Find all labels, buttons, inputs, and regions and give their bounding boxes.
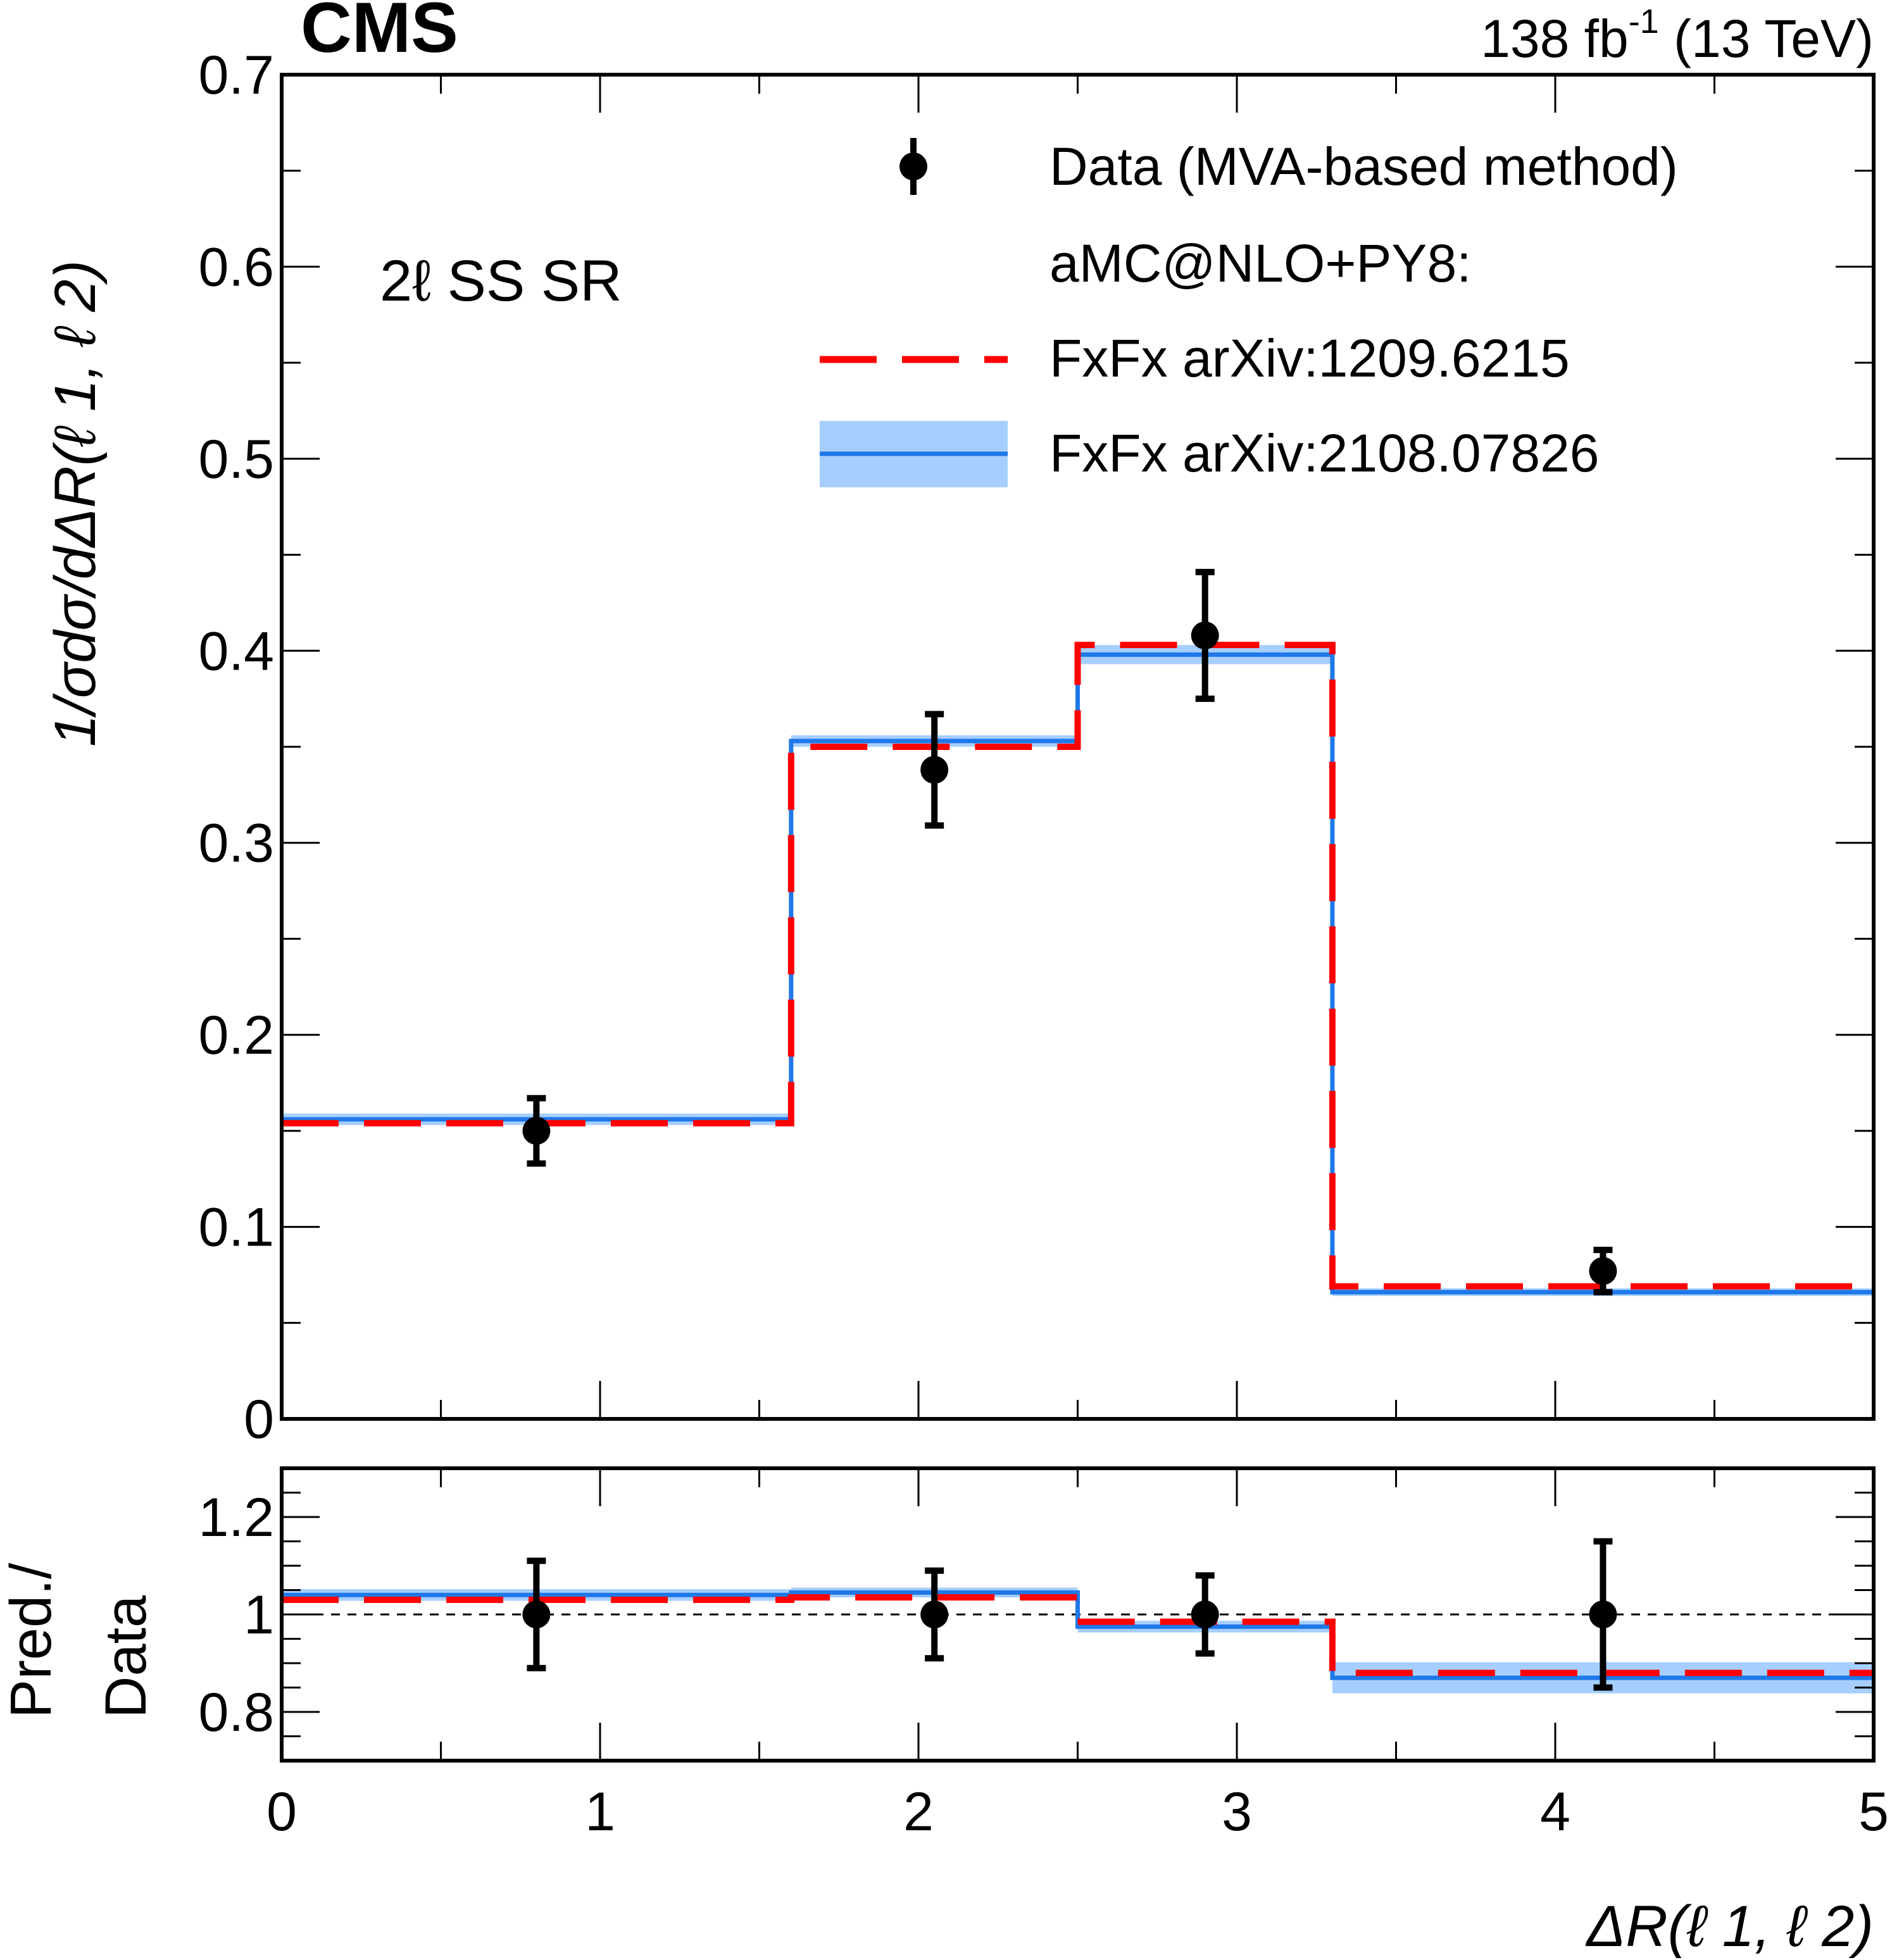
main-y-tick-label: 0.1 <box>198 1197 274 1258</box>
luminosity-label: 138 fb-1 (13 TeV) <box>1481 3 1874 68</box>
main-series-red-dashed <box>282 642 1874 1290</box>
main-lines <box>282 642 1874 1295</box>
main-data-point-2 <box>1191 621 1219 650</box>
ratio-series-red-dashed <box>282 1594 1874 1676</box>
main-data-points <box>522 568 1617 1295</box>
luminosity-energy: (13 TeV) <box>1659 9 1874 68</box>
x-tick-label: 3 <box>1222 1782 1252 1842</box>
experiment-label: CMS <box>301 0 458 67</box>
x-tick-label: 1 <box>585 1782 615 1842</box>
main-data-point-1 <box>920 756 949 784</box>
main-y-tick-label: 0.5 <box>198 429 274 490</box>
main-data-point-3 <box>1589 1257 1617 1285</box>
main-y-tick-label: 0.2 <box>198 1005 274 1066</box>
main-series-blue-solid <box>282 652 1874 1295</box>
x-tick-label: 0 <box>266 1782 297 1842</box>
ratio-data-point-3 <box>1589 1601 1617 1628</box>
legend-entry-b-label: FxFx arXiv:2108.07826 <box>1049 423 1599 483</box>
main-data-point-0 <box>522 1116 551 1145</box>
main-y-tick-label: 0 <box>244 1389 274 1450</box>
main-y-tick-label: 0.3 <box>198 813 274 874</box>
region-label: 2ℓ SS SR <box>380 249 622 313</box>
luminosity-base: 138 fb <box>1481 9 1629 68</box>
main-y-tick-label: 0.6 <box>198 237 274 297</box>
x-tick-label: 4 <box>1540 1782 1570 1842</box>
x-tick-label: 5 <box>1858 1782 1889 1842</box>
legend-data-marker <box>899 153 927 180</box>
ratio-y-tick-label: 1 <box>244 1585 274 1645</box>
ratio-data-point-0 <box>522 1601 551 1628</box>
legend-group-label: aMC@NLO+PY8: <box>1049 234 1472 293</box>
legend-data-label: Data (MVA-based method) <box>1049 137 1678 196</box>
ratio-y-axis-title-line1: Pred./ <box>0 1563 63 1718</box>
ratio-y-tick-label: 1.2 <box>198 1487 274 1548</box>
main-y-tick-label: 0.7 <box>198 45 274 106</box>
main-y-axis-title: 1/σdσ/dΔR(ℓ 1, ℓ 2) <box>43 260 108 747</box>
ratio-y-axis-title-line2: Data <box>94 1595 158 1718</box>
ratio-data-points <box>522 1538 1617 1691</box>
main-y-tick-label: 0.4 <box>198 621 274 682</box>
x-axis-title: ΔR(ℓ 1, ℓ 2) <box>1586 1894 1874 1959</box>
luminosity-exponent: -1 <box>1629 3 1659 41</box>
axes: 0 0.1 0.2 0.3 0.4 0.5 0.6 0.7 0.8 1 1.2 0 1 2 3 4 5 <box>198 45 1888 1842</box>
ratio-data-point-1 <box>920 1601 949 1628</box>
ratio-y-tick-label: 0.8 <box>198 1682 274 1743</box>
x-tick-label: 2 <box>903 1782 934 1842</box>
ratio-data-point-2 <box>1191 1601 1219 1628</box>
legend: Data (MVA-based method) aMC@NLO+PY8: FxF… <box>820 137 1678 487</box>
legend-entry-a-label: FxFx arXiv:1209.6215 <box>1049 328 1570 388</box>
